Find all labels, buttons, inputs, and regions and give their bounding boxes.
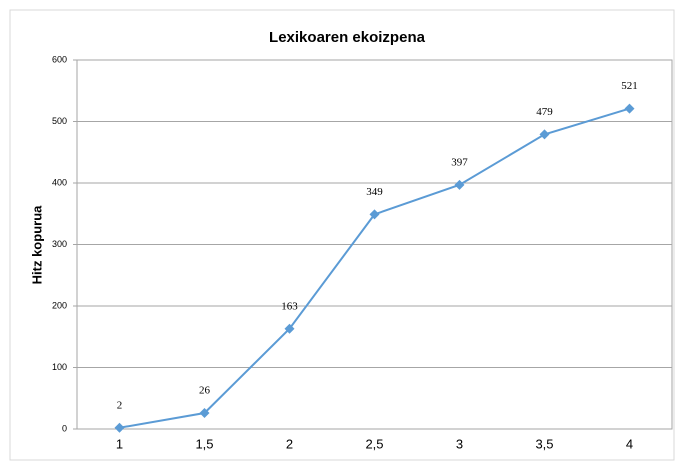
- x-tick-label: 2,5: [365, 436, 383, 451]
- y-axis-label: Hitz kopurua: [29, 205, 44, 284]
- x-tick-label: 3: [456, 436, 463, 451]
- data-label: 397: [451, 156, 468, 168]
- y-tick-label: 300: [52, 239, 67, 249]
- x-tick-label: 3,5: [535, 436, 553, 451]
- x-tick-label: 1,5: [195, 436, 213, 451]
- data-label: 163: [281, 300, 298, 312]
- y-tick-label: 400: [52, 177, 67, 187]
- data-marker: [199, 408, 210, 419]
- y-tick-label: 200: [52, 300, 67, 310]
- x-tick-label: 4: [626, 436, 633, 451]
- y-tick-label: 500: [52, 116, 67, 126]
- y-tick-label: 600: [52, 54, 67, 64]
- data-marker: [624, 103, 635, 114]
- data-marker: [114, 422, 125, 433]
- data-marker: [539, 129, 550, 140]
- data-label: 521: [621, 80, 638, 92]
- data-label: 479: [536, 106, 553, 118]
- data-label: 26: [199, 385, 211, 397]
- x-tick-label: 1: [116, 436, 123, 451]
- data-label: 349: [366, 186, 383, 198]
- y-tick-label: 0: [62, 423, 67, 433]
- chart-title: Lexikoaren ekoizpena: [269, 29, 426, 46]
- data-marker: [454, 179, 465, 190]
- data-marker: [284, 323, 295, 334]
- y-tick-label: 100: [52, 362, 67, 372]
- x-tick-label: 2: [286, 436, 293, 451]
- data-label: 2: [117, 399, 123, 411]
- data-marker: [369, 209, 380, 220]
